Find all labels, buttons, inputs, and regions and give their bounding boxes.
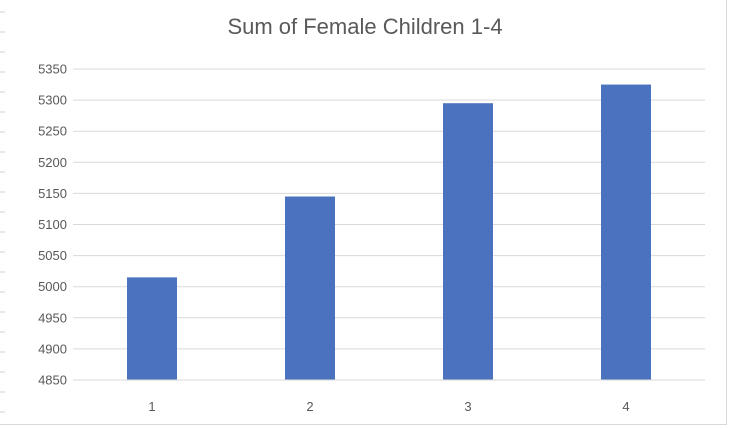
y-tick-label: 5000 [38, 279, 67, 294]
bar-3[interactable] [443, 103, 493, 381]
y-tick-label: 5300 [38, 93, 67, 108]
x-tick-label: 3 [464, 399, 471, 414]
x-axis-labels: 1 2 3 4 [148, 399, 629, 414]
x-tick-label: 4 [622, 399, 629, 414]
y-tick-label: 5200 [38, 155, 67, 170]
y-tick-label: 5050 [38, 248, 67, 263]
bar-4[interactable] [601, 84, 651, 381]
x-tick-label: 2 [306, 399, 313, 414]
y-tick-label: 5350 [38, 62, 67, 77]
y-tick-label: 4850 [38, 373, 67, 388]
y-tick-label: 5250 [38, 124, 67, 139]
y-tick-label: 4950 [38, 310, 67, 325]
chart-title[interactable]: Sum of Female Children 1-4 [227, 14, 503, 39]
bar-2[interactable] [285, 196, 335, 380]
sheet-row-ticks [0, 11, 5, 413]
y-axis-labels: 4850 4900 4950 5000 5050 5100 5150 5200 5250 5300… [38, 62, 67, 388]
gridlines [73, 68, 705, 381]
x-tick-label: 1 [148, 399, 155, 414]
y-tick-label: 5150 [38, 186, 67, 201]
bar-1[interactable] [127, 277, 177, 380]
bars[interactable] [127, 84, 651, 381]
y-tick-label: 5100 [38, 217, 67, 232]
y-tick-label: 4900 [38, 341, 67, 356]
